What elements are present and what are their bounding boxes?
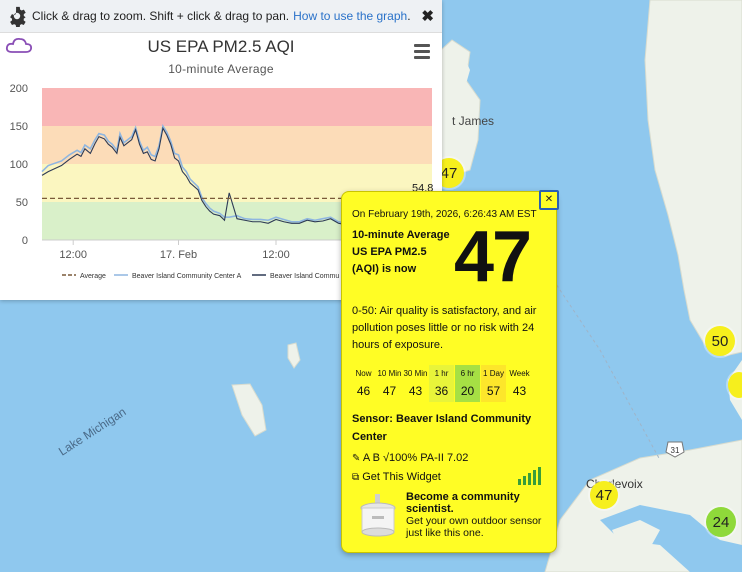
sensor-marker-24[interactable]: 24 xyxy=(706,507,736,537)
history-value: 36 xyxy=(434,384,449,398)
history-label: 10 Min xyxy=(377,369,402,378)
graph-hint: Click & drag to zoom. Shift + click & dr… xyxy=(32,9,290,23)
y-tick-label: 200 xyxy=(10,83,28,95)
route-label: 31 xyxy=(671,446,680,455)
history-value: 46 xyxy=(356,384,371,398)
history-value: 57 xyxy=(486,384,501,398)
aqi-band xyxy=(42,88,432,126)
cloud-icon[interactable] xyxy=(5,36,33,54)
x-tick-label: 17. Feb xyxy=(160,249,197,261)
legend-label: Average xyxy=(80,273,106,280)
sensor-meta: ✎ A B √100% PA-II 7.02 xyxy=(352,452,469,464)
history-label: 1 hr xyxy=(434,369,449,378)
sensor-popup: ✕ On February 19th, 2026, 6:26:43 AM EST… xyxy=(341,190,559,553)
history-cell: 30 Min 43 xyxy=(403,365,428,402)
history-label: 1 Day xyxy=(483,369,504,378)
history-value: 43 xyxy=(512,384,527,398)
sensor-marker-charlevoix[interactable]: 47 xyxy=(590,481,618,509)
pencil-icon[interactable]: ✎ xyxy=(352,453,361,464)
history-label: 30 Min xyxy=(403,369,428,378)
y-tick-label: 150 xyxy=(10,121,28,133)
promo-title: Become a community scientist. xyxy=(406,491,520,515)
promo-text: Get your own outdoor sensor just like th… xyxy=(406,515,542,539)
aqi-description: 0-50: Air quality is satisfactory, and a… xyxy=(352,305,537,351)
graph-toolbar: Click & drag to zoom. Shift + click & dr… xyxy=(0,0,442,33)
close-popup-button[interactable]: ✕ xyxy=(539,190,559,210)
close-graph-button[interactable]: ✖ xyxy=(421,8,434,25)
y-tick-label: 100 xyxy=(10,159,28,171)
partial-marker[interactable] xyxy=(728,372,742,398)
graph-subtitle: 10-minute Average xyxy=(168,62,274,76)
history-label: 6 hr xyxy=(460,369,475,378)
history-cell: Now 46 xyxy=(351,365,376,402)
how-to-use-link[interactable]: How to use the graph xyxy=(293,9,408,23)
gear-icon[interactable] xyxy=(6,5,28,27)
graph-title: US EPA PM2.5 AQI xyxy=(147,37,295,56)
history-label: Week xyxy=(509,369,530,378)
history-cell: 10 Min 47 xyxy=(377,365,402,402)
legend-label: Beaver Island Commu xyxy=(270,273,339,280)
sensor-device-image xyxy=(360,494,396,537)
history-cell: Week 43 xyxy=(507,365,532,402)
get-widget-link[interactable]: ⧉ Get This Widget xyxy=(352,471,441,483)
history-cell: 1 Day 57 xyxy=(481,365,506,402)
x-tick-label: 12:00 xyxy=(59,249,87,261)
sensor-name: Sensor: Beaver Island Community Center xyxy=(352,413,532,443)
history-cell: 6 hr 20 xyxy=(455,365,480,402)
signal-strength-icon xyxy=(518,467,541,485)
aqi-value: 47 xyxy=(454,217,532,297)
popup-date: On February 19th, 2026, 6:26:43 AM EST xyxy=(352,209,537,220)
menu-icon[interactable] xyxy=(414,44,430,62)
history-value: 47 xyxy=(382,384,397,398)
aqi-band xyxy=(42,126,432,164)
legend-label: Beaver Island Community Center A xyxy=(132,273,242,280)
map-label-st-james: t James xyxy=(452,114,494,128)
history-cell: 1 hr 36 xyxy=(429,365,454,402)
sensor-marker-50[interactable]: 50 xyxy=(705,326,735,356)
popup-heading: 10-minute Average US EPA PM2.5 (AQI) is … xyxy=(352,229,450,275)
y-tick-label: 50 xyxy=(16,197,28,209)
history-value: 43 xyxy=(408,384,423,398)
aqi-history-table: Now 46 10 Min 47 30 Min 43 1 hr 36 6 hr 20 1 Day 57… xyxy=(351,365,533,402)
history-label: Now xyxy=(355,369,372,378)
x-tick-label: 12:00 xyxy=(262,249,290,261)
y-tick-label: 0 xyxy=(22,235,28,247)
copy-icon: ⧉ xyxy=(352,472,360,483)
history-value: 20 xyxy=(460,384,475,398)
promo-block[interactable]: Become a community scientist. Get your o… xyxy=(406,491,546,539)
